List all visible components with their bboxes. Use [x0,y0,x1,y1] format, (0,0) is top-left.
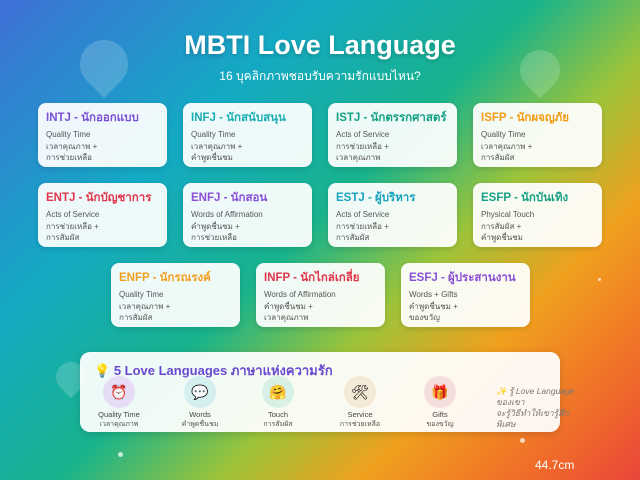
card-line: เวลาคุณภาพ + [119,301,171,311]
card-title: ISTJ - นักตรรกศาสตร์ [336,112,447,124]
card-primary: Words of Affirmation [191,210,263,219]
language-th: คำพูดชื่นชม [181,421,219,428]
decorative-dot [118,452,123,457]
card-line: การช่วยเหลือ + [336,221,389,231]
mbti-card: ESFJ - ผู้ประสานงาน Words + Gifts คำพูดช… [401,263,530,327]
page-subtitle: 16 บุคลิกภาพชอบรับความรักแบบไหน? [219,69,421,83]
card-title: INFJ - นักสนับสนุน [191,112,286,124]
mbti-card: INTJ - นักออกแบบ Quality Time เวลาคุณภาพ… [38,103,167,167]
card-title: ISFP - นักผจญภัย [481,112,569,124]
lightbulb-icon: 💡 [94,363,111,378]
mbti-card: ISTJ - นักตรรกศาสตร์ Acts of Service การ… [328,103,457,167]
language-th: การสัมผัส [263,421,293,428]
gift-icon: 🎁 [424,376,456,408]
hug-icon: 🤗 [262,376,294,408]
speech-bubble-icon: 💬 [184,376,216,408]
card-line: เวลาคุณภาพ + [46,141,98,151]
mbti-card: ESFP - นักบันเทิง Physical Touch การสัมผ… [473,183,602,247]
card-line: การช่วยเหลือ + [336,141,389,151]
card-line: คำพูดชื่นชม [191,153,233,162]
language-en: Touch [267,410,288,419]
card-title: ENFJ - นักสอน [191,192,268,204]
page-title: MBTI Love Language [184,30,456,60]
mbti-card: ENFJ - นักสอน Words of Affirmation คำพูด… [183,183,312,247]
card-line: การสัมผัส [481,153,515,162]
decorative-dot [598,278,601,281]
tools-icon: 🛠 [344,376,376,408]
card-title: ENTJ - นักบัญชาการ [46,192,152,204]
love-language-item: 💬 Words คำพูดชื่นชม [160,376,240,430]
card-primary: Acts of Service [336,130,390,139]
panel-title: 💡 5 Love Languages ภาษาแห่งความรัก [94,363,333,378]
mbti-card: INFP - นักไกล่เกลี่ย Words of Affirmatio… [256,263,385,327]
card-primary: Words of Affirmation [264,290,336,299]
decorative-dot [520,438,525,443]
card-title: ESTJ - ผู้บริหาร [336,192,416,204]
love-languages-panel: 💡 5 Love Languages ภาษาแห่งความรัก ⏰ Qua… [79,352,574,432]
love-language-item: 🎁 Gifts ของขวัญ [400,376,480,430]
alarm-clock-icon: ⏰ [103,376,135,408]
card-primary: Words + Gifts [409,290,458,299]
card-title: INFP - นักไกล่เกลี่ย [264,272,360,284]
language-en: Service [347,410,373,419]
card-title: ESFJ - ผู้ประสานงาน [409,272,516,284]
card-line: ของขวัญ [409,313,440,322]
language-en: Gifts [432,410,448,419]
card-line: คำพูดชื่นชม + [409,301,458,311]
card-primary: Acts of Service [46,210,100,219]
card-line: การช่วยเหลือ [46,153,92,162]
language-en: Quality Time [98,410,140,419]
card-line: เวลาคุณภาพ [264,313,309,322]
card-primary: Physical Touch [481,210,535,219]
card-line: การสัมผัส [119,313,153,322]
card-line: การช่วยเหลือ + [46,221,99,231]
card-line: เวลาคุณภาพ + [481,141,533,151]
card-line: เวลาคุณภาพ + [191,141,243,151]
card-line: คำพูดชื่นชม + [191,221,240,231]
card-line: การสัมผัส [46,233,80,242]
card-primary: Quality Time [119,290,164,299]
card-line: คำพูดชื่นชม [481,233,523,242]
measurement-label: 44.7cm [535,458,575,472]
language-en: Words [189,410,211,419]
card-primary: Quality Time [191,130,236,139]
card-line: การช่วยเหลือ [191,233,237,242]
love-language-item: 🛠 Service การช่วยเหลือ [320,376,400,430]
card-primary: Quality Time [481,130,526,139]
mbti-card: ISFP - นักผจญภัย Quality Time เวลาคุณภาพ… [473,103,602,167]
card-primary: Quality Time [46,130,91,139]
mbti-card: ENTJ - นักบัญชาการ Acts of Service การช่… [38,183,167,247]
mbti-card: INFJ - นักสนับสนุน Quality Time เวลาคุณภ… [183,103,312,167]
card-line: การสัมผัส [336,233,370,242]
card-line: คำพูดชื่นชม + [264,301,313,311]
language-th: เวลาคุณภาพ [99,421,139,428]
card-line: เวลาคุณภาพ [336,153,381,162]
language-th: การช่วยเหลือ [339,421,381,428]
language-th: ของขวัญ [426,421,454,428]
card-line: การสัมผัส + [481,221,522,231]
love-language-item: 🤗 Touch การสัมผัส [238,376,318,430]
mbti-card: ESTJ - ผู้บริหาร Acts of Service การช่วย… [328,183,457,247]
card-title: INTJ - นักออกแบบ [46,112,139,124]
card-title: ENFP - นักรณรงค์ [119,272,211,284]
tip-text: ✨ รู้ Love Language ของเขา จะรู้วิธีทำให… [496,386,575,429]
mbti-card: ENFP - นักรณรงค์ Quality Time เวลาคุณภาพ… [111,263,240,327]
card-primary: Acts of Service [336,210,390,219]
love-language-item: ⏰ Quality Time เวลาคุณภาพ [79,376,159,430]
card-title: ESFP - นักบันเทิง [481,192,569,204]
